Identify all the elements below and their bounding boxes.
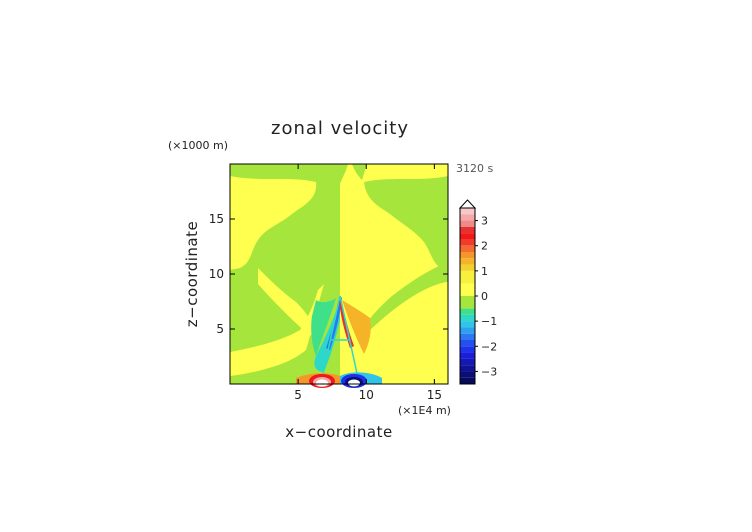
- contour-jet-orange: [342, 300, 371, 354]
- colorbar-level-20: [460, 352, 475, 359]
- plot-area: [229, 163, 449, 388]
- colorbar-level-12: [460, 296, 475, 309]
- y-axis-label: z−coordinate: [183, 221, 201, 327]
- colorbar-level-19: [460, 346, 475, 353]
- colorbar-tick-label: −3: [481, 365, 497, 378]
- colorbar-level-4: [460, 233, 475, 240]
- colorbar-tick-label: −1: [481, 315, 497, 328]
- colorbar-level-2: [460, 220, 475, 227]
- contour-left-band-lower: [230, 284, 324, 376]
- colorbar-level-21: [460, 358, 475, 366]
- colorbar-level-16: [460, 327, 475, 334]
- colorbar-level-8: [460, 258, 475, 265]
- colorbar-level-23: [460, 371, 475, 378]
- colorbar: 3 2 1 0 −1 −2 −3: [458, 199, 497, 385]
- colorbar-tick-label: 2: [481, 240, 488, 253]
- colorbar-level-18: [460, 340, 475, 347]
- colorbar-level-10: [460, 270, 475, 284]
- y-tick-label: 10: [209, 267, 224, 281]
- contour-right-band-lower: [358, 262, 448, 336]
- contour-surface-max-core: [316, 379, 328, 387]
- contour-left-band-upper: [230, 176, 317, 270]
- y-axis: 5 10 15: [209, 212, 448, 336]
- colorbar-level-5: [460, 239, 475, 246]
- colorbar-level-9: [460, 264, 475, 271]
- x-tick-label: 15: [427, 388, 442, 402]
- x-axis-label: x−coordinate: [285, 423, 392, 441]
- colorbar-level-0: [460, 208, 475, 215]
- colorbar-level-17: [460, 333, 475, 340]
- x-tick-label: 5: [294, 388, 302, 402]
- colorbar-level-15: [460, 321, 475, 328]
- colorbar-tick-label: 0: [481, 290, 488, 303]
- contour-jet-lines: [321, 295, 359, 379]
- colorbar-level-22: [460, 365, 475, 372]
- contour-jet-green-plume: [311, 298, 336, 356]
- colorbar-extend-arrow: [458, 199, 477, 209]
- contour-left-wedge: [258, 268, 316, 336]
- colorbar-level-1: [460, 214, 475, 221]
- contour-jet-cyan: [314, 300, 340, 372]
- colorbar-level-24: [460, 377, 475, 384]
- colorbar-level-7: [460, 252, 475, 259]
- colorbar-tick-label: −2: [481, 340, 497, 353]
- colorbar-level-6: [460, 245, 475, 252]
- x-tick-label: 10: [359, 388, 374, 402]
- colorbar-level-14: [460, 314, 475, 322]
- x-unit-label: (×1E4 m): [398, 404, 451, 417]
- colorbar-level-11: [460, 283, 475, 296]
- contour-surface-min-core: [348, 379, 360, 387]
- contour-right-band-upper: [364, 176, 448, 272]
- colorbar-level-13: [460, 308, 475, 315]
- colorbar-tick-label: 1: [481, 265, 488, 278]
- x-axis: 5 10 15: [294, 164, 442, 402]
- y-unit-label: (×1000 m): [168, 139, 228, 152]
- colorbar-tick-label: 3: [481, 215, 488, 228]
- contour-top-cells: [316, 164, 366, 184]
- y-tick-label: 5: [216, 322, 224, 336]
- chart-title: zonal velocity: [271, 118, 409, 139]
- colorbar-level-3: [460, 226, 475, 234]
- y-tick-label: 15: [209, 212, 224, 226]
- time-label: 3120 s: [456, 162, 493, 175]
